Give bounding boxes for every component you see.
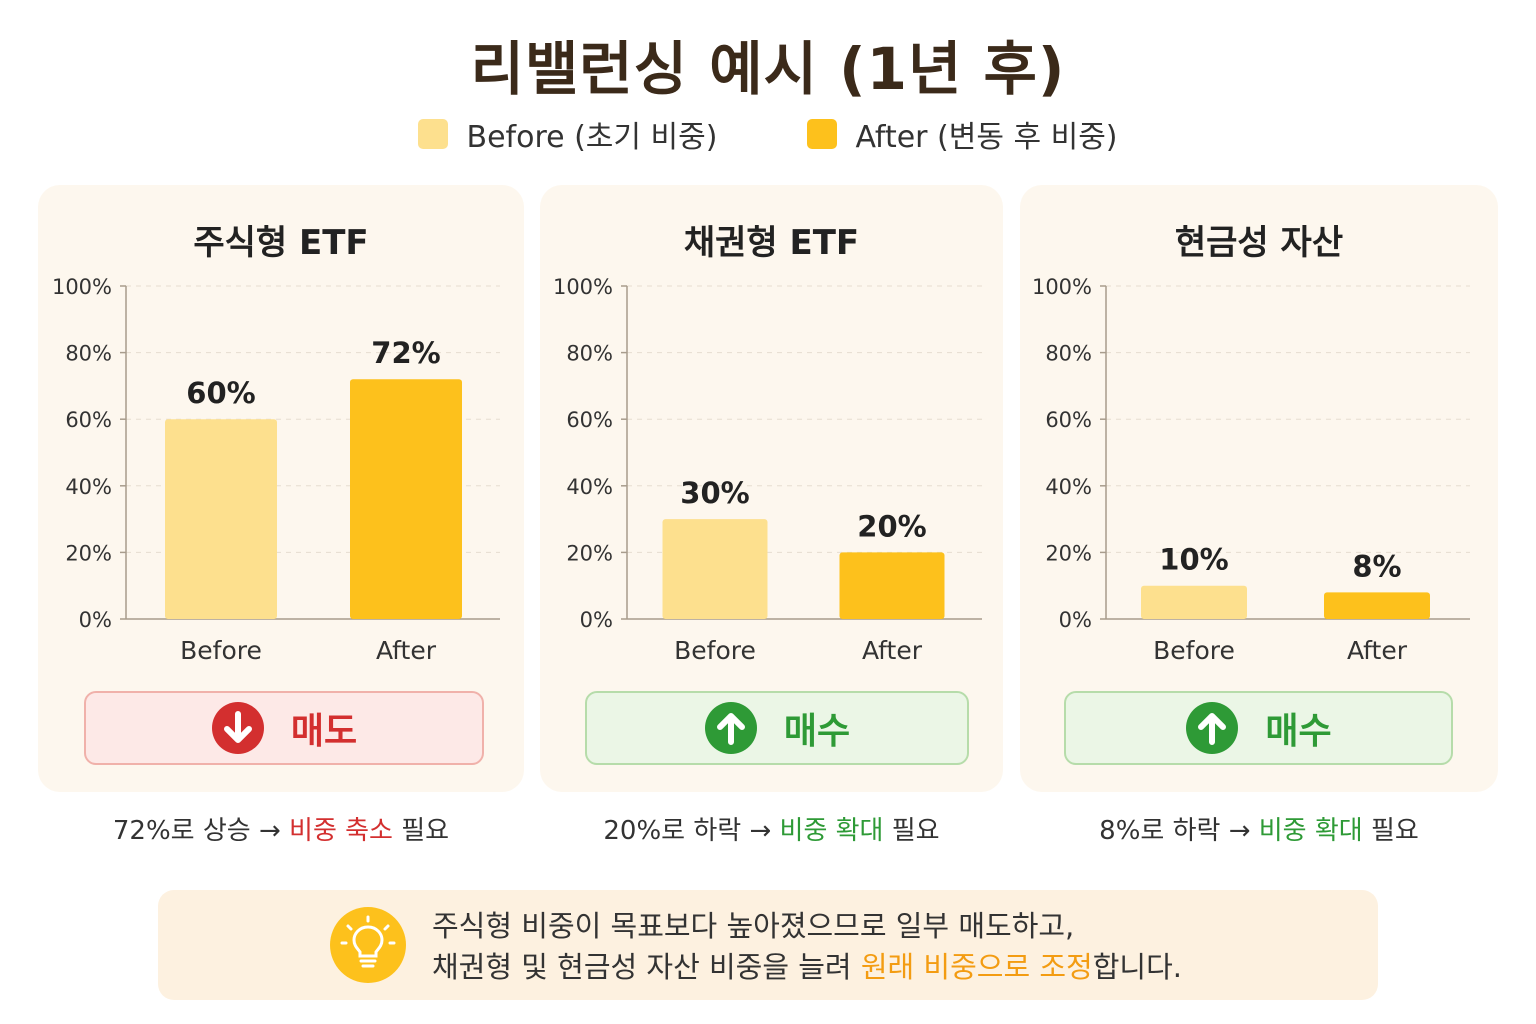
arrow-up-icon <box>704 702 757 754</box>
data-label: 72% <box>371 336 440 370</box>
bar-chart: 0% 20% 40% 60% 80% 100% 10% Before 8% After <box>1032 275 1470 665</box>
panel-title: 채권형 ETF <box>683 223 860 263</box>
y-tick-label: 100% <box>1032 275 1092 299</box>
bar-after <box>1324 592 1430 619</box>
y-tick-label: 20% <box>566 541 613 565</box>
y-tick-label: 100% <box>52 275 112 299</box>
arrow-up-icon <box>1186 702 1239 754</box>
caption-suffix: 필요 <box>1362 816 1419 846</box>
action-label: 매수 <box>783 711 851 752</box>
caption-suffix: 필요 <box>392 816 450 846</box>
tip-line-1: 주식형 비중이 목표보다 높아졌으므로 일부 매도하고, <box>432 909 1075 943</box>
data-label: 30% <box>680 476 749 510</box>
y-tick-label: 20% <box>1045 541 1092 565</box>
caption-bond-etf: 20%로 하락 → 비중 확대 필요 <box>540 810 1003 847</box>
buy-action-badge: 매수 <box>585 691 969 765</box>
legend-swatch-before <box>418 119 449 149</box>
caption-prefix: 20%로 하락 → <box>603 816 780 846</box>
x-tick-label: Before <box>674 636 756 665</box>
y-tick-label: 20% <box>65 541 112 565</box>
x-tick-label: Before <box>180 636 262 665</box>
lightbulb-icon <box>330 907 406 983</box>
tip-line-2-prefix: 채권형 및 현금성 자산 비중을 늘려 <box>432 950 861 984</box>
y-tick-label: 60% <box>65 408 112 432</box>
y-tick-label: 40% <box>1045 475 1092 499</box>
y-tick-label: 0% <box>79 608 112 632</box>
chart-panel-cash-assets: 현금성 자산 0% 20% 40% 60% 80% 100% 10% Before 8% Afte… <box>1020 185 1498 792</box>
bar-before <box>165 419 277 619</box>
y-tick-label: 60% <box>1045 408 1092 432</box>
panel-title: 주식형 ETF <box>193 223 369 263</box>
legend-swatch-after <box>807 119 838 149</box>
tip-highlight: 원래 비중으로 조정 <box>860 950 1093 984</box>
x-tick-label: After <box>862 636 923 665</box>
tip-box: 주식형 비중이 목표보다 높아졌으므로 일부 매도하고, 채권형 및 현금성 자… <box>158 890 1378 1000</box>
chart-legend: Before (초기 비중) After (변동 후 비중) <box>0 112 1536 156</box>
legend-label-before: Before (초기 비중) <box>466 120 718 155</box>
sell-action-badge: 매도 <box>84 691 484 765</box>
y-tick-label: 80% <box>65 342 112 366</box>
y-tick-label: 0% <box>1059 608 1092 632</box>
data-label: 60% <box>186 376 255 410</box>
data-label: 10% <box>1159 543 1228 577</box>
bar-before <box>662 519 768 619</box>
data-label: 20% <box>857 509 926 543</box>
legend-label-after: After (변동 후 비중) <box>855 120 1118 155</box>
panel-title: 현금성 자산 <box>1174 223 1344 263</box>
legend-item-after: After (변동 후 비중) <box>807 112 1118 156</box>
caption-cash-assets: 8%로 하락 → 비중 확대 필요 <box>1020 810 1498 847</box>
x-tick-label: After <box>1347 636 1408 665</box>
buy-action-badge: 매수 <box>1064 691 1453 765</box>
y-tick-label: 40% <box>566 475 613 499</box>
bar-chart: 0% 20% 40% 60% 80% 100% 60% Before 72% After <box>52 275 500 665</box>
page-title: 리밸런싱 예시 (1년 후) <box>470 35 1066 103</box>
caption-prefix: 8%로 하락 → <box>1099 816 1259 846</box>
tip-line-2: 채권형 및 현금성 자산 비중을 늘려 원래 비중으로 조정합니다. <box>432 947 1182 988</box>
x-tick-label: After <box>376 636 437 665</box>
chart-panel-stock-etf: 주식형 ETF 0% 20% 40% 60% 80% 100% 60% Before 72% Af… <box>38 185 524 792</box>
y-tick-label: 40% <box>65 475 112 499</box>
x-tick-label: Before <box>1153 636 1235 665</box>
action-label: 매도 <box>290 711 358 752</box>
caption-stock-etf: 72%로 상승 → 비중 축소 필요 <box>38 810 524 847</box>
bar-before <box>1141 585 1247 619</box>
y-tick-label: 0% <box>580 608 613 632</box>
bar-chart: 0% 20% 40% 60% 80% 100% 30% Before 20% After <box>553 275 982 665</box>
caption-highlight: 비중 확대 <box>779 816 884 846</box>
data-label: 8% <box>1352 549 1401 583</box>
tip-line-2-suffix: 합니다. <box>1092 950 1182 984</box>
caption-highlight: 비중 확대 <box>1258 816 1363 846</box>
y-tick-label: 60% <box>566 408 613 432</box>
tip-text: 주식형 비중이 목표보다 높아졌으므로 일부 매도하고, 채권형 및 현금성 자… <box>432 906 1182 988</box>
caption-suffix: 필요 <box>883 816 940 846</box>
caption-prefix: 72%로 상승 → <box>112 816 290 846</box>
y-tick-label: 80% <box>566 342 613 366</box>
arrow-down-icon <box>211 702 264 754</box>
caption-highlight: 비중 축소 <box>289 816 393 846</box>
y-tick-label: 80% <box>1045 342 1092 366</box>
y-tick-label: 100% <box>553 275 613 299</box>
bar-after <box>350 379 462 619</box>
chart-panel-bond-etf: 채권형 ETF 0% 20% 40% 60% 80% 100% 30% Before 20% Af… <box>540 185 1003 792</box>
bar-after <box>839 552 945 619</box>
action-label: 매수 <box>1265 711 1332 752</box>
legend-item-before: Before (초기 비중) <box>418 112 717 156</box>
